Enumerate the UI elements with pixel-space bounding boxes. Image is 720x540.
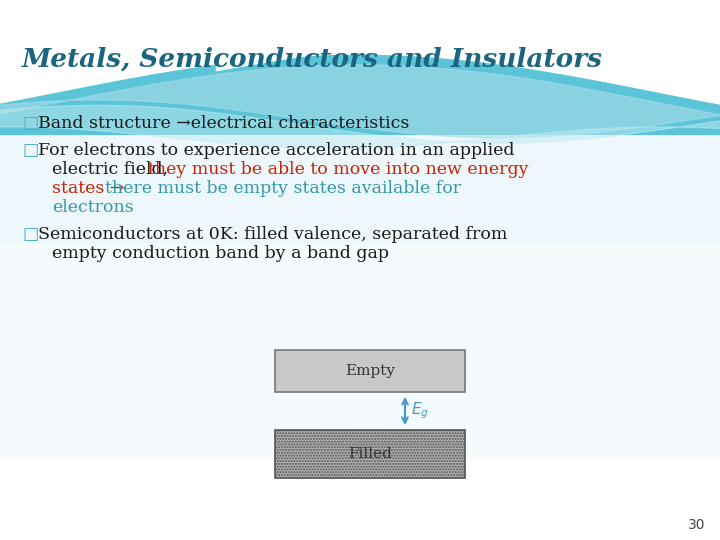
Text: electrons: electrons (52, 199, 134, 216)
Bar (275, 430, 465, 478)
Text: Semiconductors at 0K: filled valence, separated from: Semiconductors at 0K: filled valence, se… (38, 226, 508, 243)
Text: empty conduction band by a band gap: empty conduction band by a band gap (52, 245, 389, 262)
Text: Band structure →electrical characteristics: Band structure →electrical characteristi… (38, 115, 410, 132)
Text: For electrons to experience acceleration in an applied: For electrons to experience acceleration… (38, 142, 515, 159)
Text: Metals, Semiconductors and Insulators: Metals, Semiconductors and Insulators (22, 47, 603, 72)
Text: Empty: Empty (345, 364, 395, 378)
Text: 30: 30 (688, 518, 705, 532)
Text: Filled: Filled (348, 447, 392, 461)
Bar (0, 0, 720, 135)
Text: there must be empty states available for: there must be empty states available for (105, 180, 461, 197)
Bar (0, 459, 720, 540)
Text: □: □ (22, 226, 38, 243)
Text: states →: states → (52, 180, 130, 197)
Bar (275, 350, 465, 392)
Text: they must be able to move into new energy: they must be able to move into new energ… (148, 161, 528, 178)
Text: □: □ (22, 142, 38, 159)
Bar (0, 243, 720, 540)
Text: electric field,: electric field, (52, 161, 179, 178)
Text: $E_g$: $E_g$ (411, 401, 429, 421)
Text: □: □ (22, 115, 38, 132)
